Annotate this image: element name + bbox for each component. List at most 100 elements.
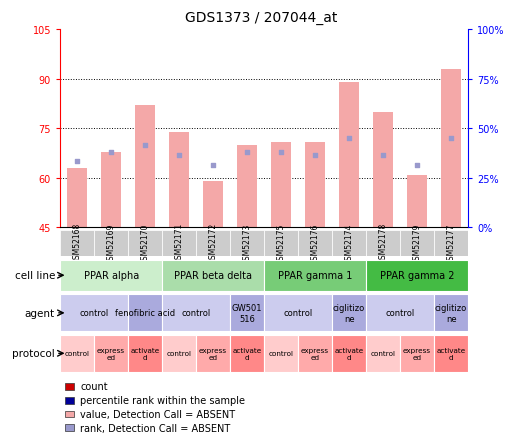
Bar	[339, 83, 359, 228]
Text: GSM52175: GSM52175	[277, 223, 286, 264]
Bar	[230, 335, 264, 372]
Bar	[162, 335, 196, 372]
Bar	[366, 260, 468, 291]
Bar	[196, 230, 230, 256]
Bar	[203, 182, 223, 228]
Bar	[298, 230, 332, 256]
Text: activate
d: activate d	[233, 347, 262, 360]
Text: protocol: protocol	[12, 349, 55, 358]
Text: GSM52179: GSM52179	[413, 223, 422, 264]
Bar	[366, 230, 400, 256]
Point	[379, 152, 388, 159]
Bar	[230, 230, 264, 256]
Bar	[298, 335, 332, 372]
Bar	[407, 175, 427, 228]
Bar	[169, 132, 189, 228]
Text: PPAR gamma 2: PPAR gamma 2	[380, 271, 454, 280]
Text: cell line: cell line	[15, 271, 55, 280]
Text: rank, Detection Call = ABSENT: rank, Detection Call = ABSENT	[80, 423, 230, 433]
Text: GW501
516: GW501 516	[232, 303, 263, 323]
Text: control: control	[371, 351, 395, 356]
Bar	[101, 152, 121, 228]
Bar	[366, 335, 400, 372]
Text: PPAR beta delta: PPAR beta delta	[174, 271, 252, 280]
Text: express
ed: express ed	[403, 347, 431, 360]
Point	[175, 152, 184, 159]
Point	[107, 149, 116, 156]
Text: GSM52177: GSM52177	[447, 223, 456, 264]
Bar	[332, 335, 366, 372]
Point	[413, 162, 422, 169]
Bar	[271, 142, 291, 228]
Text: ciglitizo
ne: ciglitizo ne	[435, 303, 467, 323]
Point	[73, 158, 82, 165]
Text: control: control	[385, 309, 415, 318]
Text: GSM52174: GSM52174	[345, 223, 354, 264]
Point	[311, 152, 320, 159]
Bar	[400, 335, 434, 372]
Bar	[196, 335, 230, 372]
Text: GSM52169: GSM52169	[107, 223, 116, 264]
Bar	[94, 230, 128, 256]
Bar	[128, 230, 162, 256]
Text: activate
d: activate d	[437, 347, 465, 360]
Text: fenofibric acid: fenofibric acid	[115, 309, 175, 318]
Text: percentile rank within the sample: percentile rank within the sample	[80, 395, 245, 405]
Point	[447, 135, 456, 142]
Text: GSM52171: GSM52171	[175, 223, 184, 264]
Bar	[237, 145, 257, 228]
Text: PPAR alpha: PPAR alpha	[84, 271, 139, 280]
Bar	[441, 70, 461, 228]
Bar	[128, 295, 162, 332]
Bar	[94, 335, 128, 372]
Bar	[67, 168, 87, 228]
Bar	[366, 295, 434, 332]
Bar	[162, 295, 230, 332]
Text: agent: agent	[25, 308, 55, 318]
Point	[243, 149, 252, 156]
Text: express
ed: express ed	[301, 347, 329, 360]
Text: control: control	[79, 309, 109, 318]
Bar	[373, 113, 393, 228]
Text: PPAR gamma 1: PPAR gamma 1	[278, 271, 353, 280]
Bar	[135, 106, 155, 228]
Bar	[434, 295, 468, 332]
Bar	[60, 230, 94, 256]
Text: control: control	[65, 351, 89, 356]
Text: express
ed: express ed	[97, 347, 125, 360]
Text: activate
d: activate d	[335, 347, 363, 360]
Bar	[434, 230, 468, 256]
Text: GSM52176: GSM52176	[311, 223, 320, 264]
Bar	[230, 295, 264, 332]
Text: control: control	[269, 351, 293, 356]
Point	[209, 162, 218, 169]
Text: GSM52168: GSM52168	[73, 223, 82, 264]
Text: control: control	[167, 351, 191, 356]
Bar	[264, 295, 332, 332]
Bar	[60, 295, 128, 332]
Text: GSM52172: GSM52172	[209, 223, 218, 264]
Text: express
ed: express ed	[199, 347, 227, 360]
Text: control: control	[181, 309, 211, 318]
Bar	[162, 230, 196, 256]
Bar	[60, 260, 162, 291]
Text: GSM52178: GSM52178	[379, 223, 388, 264]
Bar	[264, 335, 298, 372]
Text: activate
d: activate d	[131, 347, 160, 360]
Point	[277, 149, 286, 156]
Text: ciglitizo
ne: ciglitizo ne	[333, 303, 365, 323]
Bar	[128, 335, 162, 372]
Bar	[60, 335, 94, 372]
Bar	[162, 260, 264, 291]
Point	[345, 135, 354, 142]
Point	[141, 142, 150, 149]
Bar	[332, 295, 366, 332]
Text: GSM52173: GSM52173	[243, 223, 252, 264]
Text: GDS1373 / 207044_at: GDS1373 / 207044_at	[185, 11, 338, 25]
Bar	[332, 230, 366, 256]
Text: count: count	[80, 381, 108, 391]
Text: GSM52170: GSM52170	[141, 223, 150, 264]
Bar	[305, 142, 325, 228]
Bar	[434, 335, 468, 372]
Bar	[264, 260, 366, 291]
